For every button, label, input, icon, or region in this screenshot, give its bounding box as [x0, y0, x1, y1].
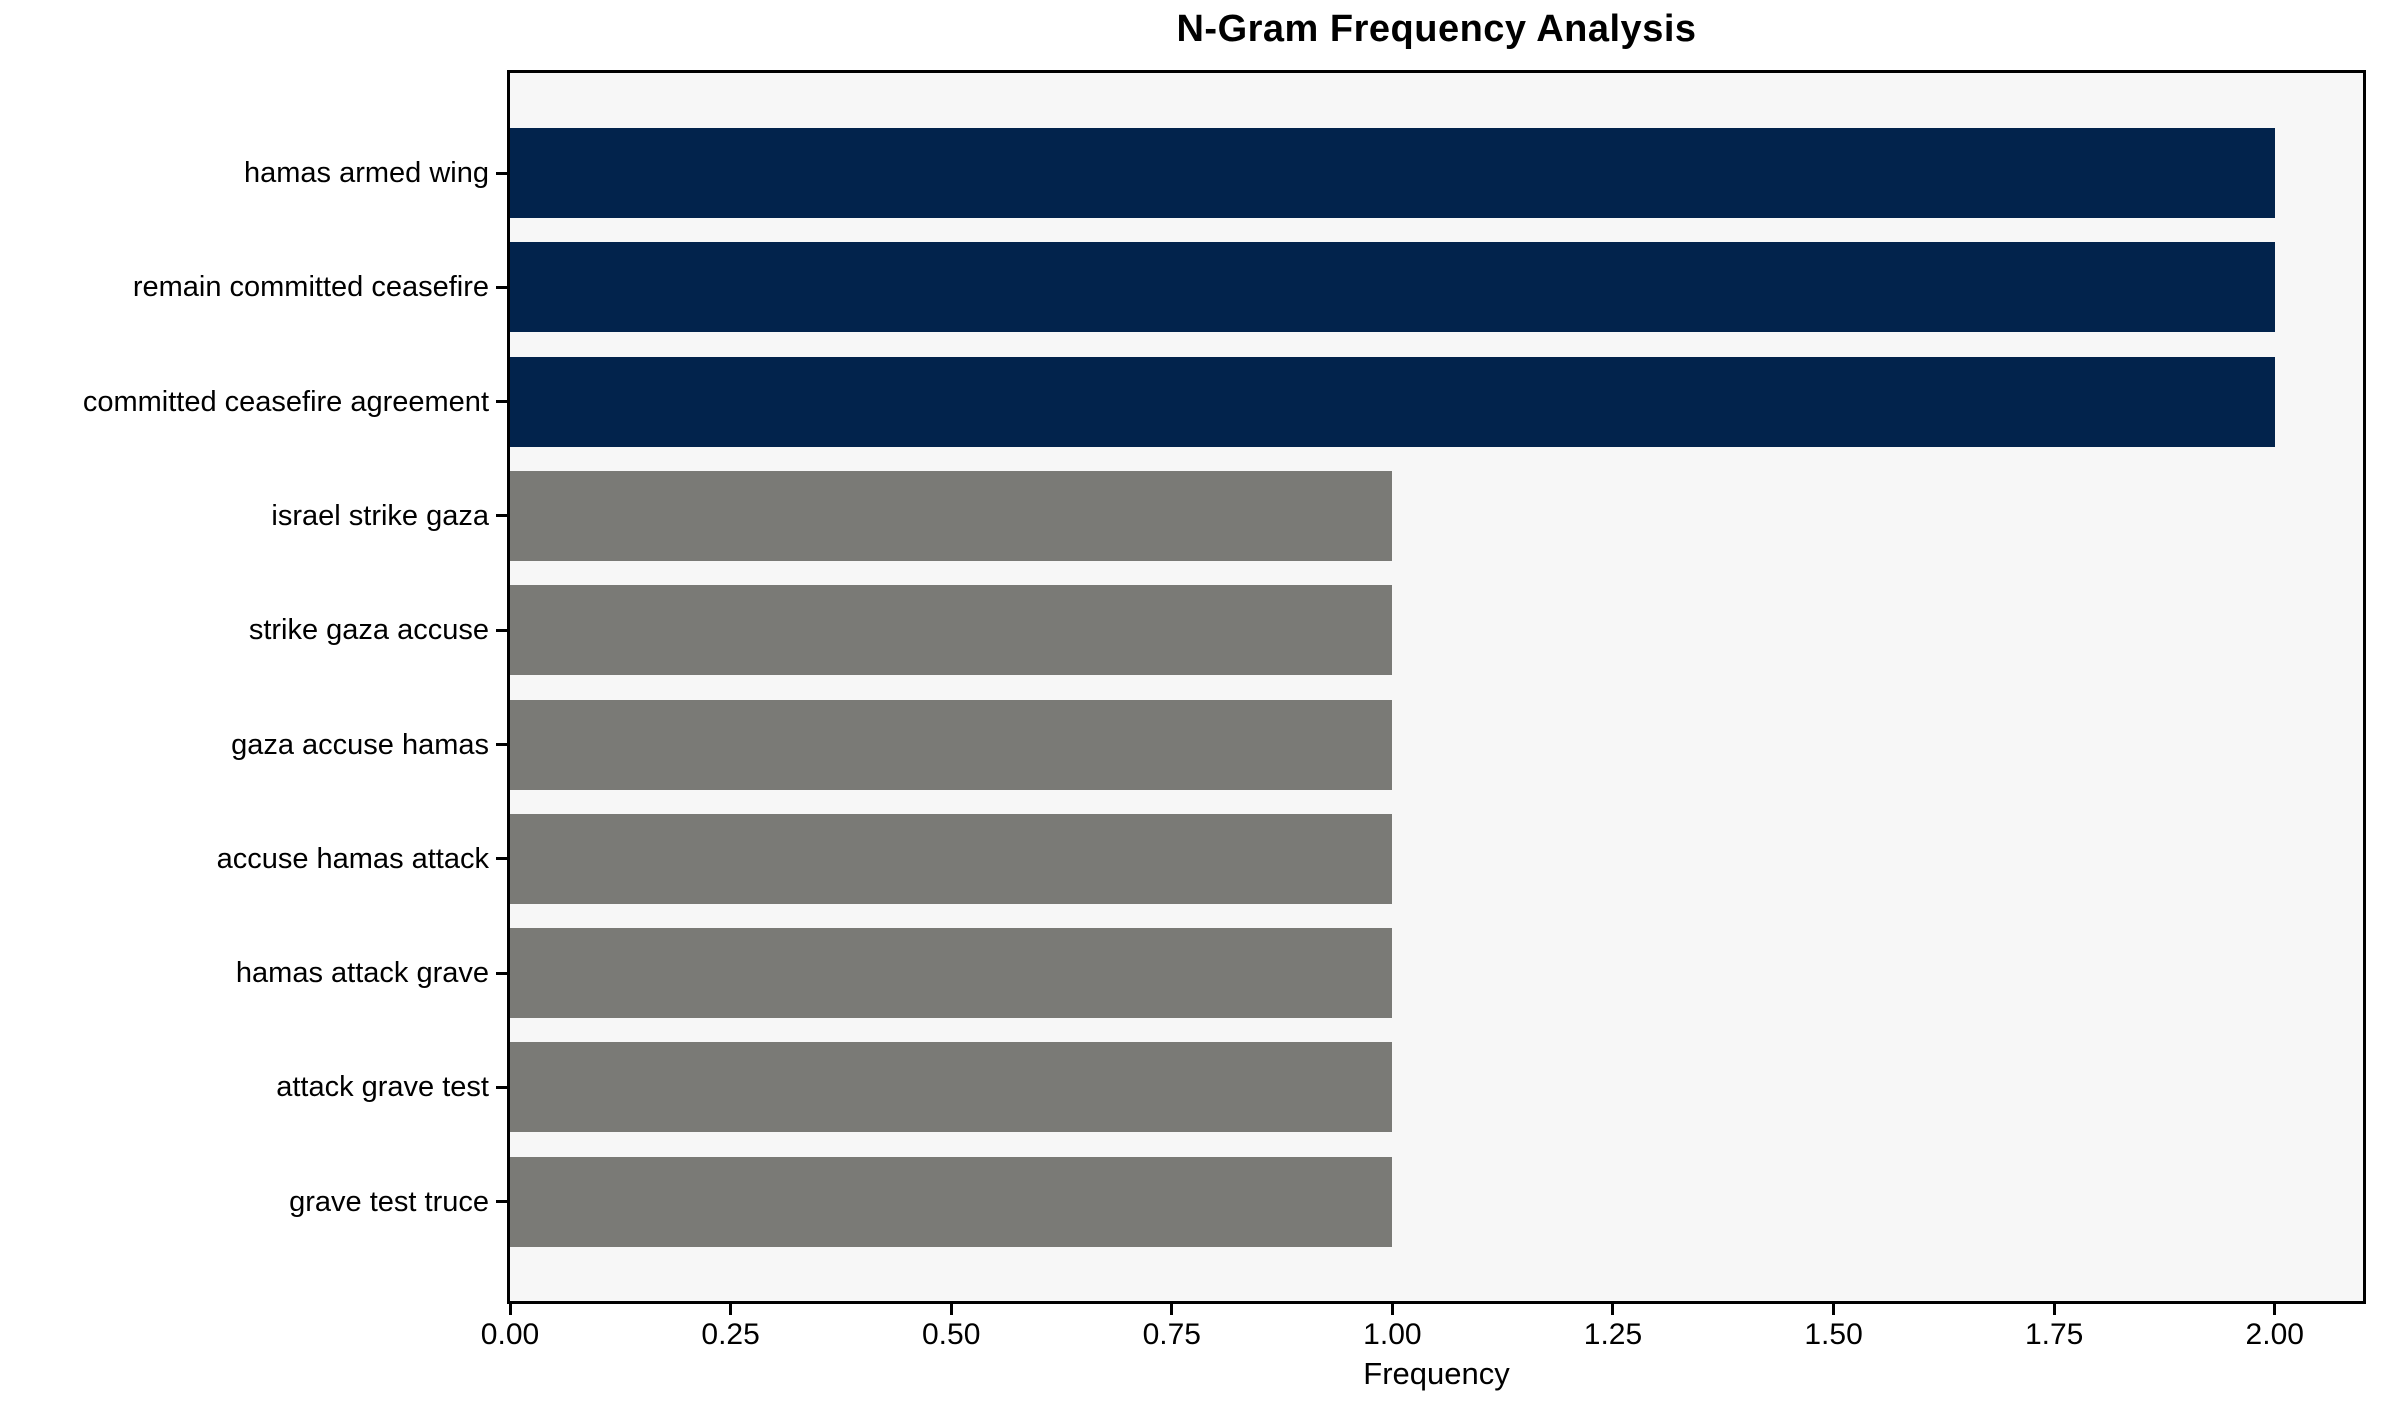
x-tick-label: 0.00 [480, 1318, 540, 1351]
y-tick-label: israel strike gaza [271, 499, 489, 532]
bar [510, 1156, 1393, 1247]
y-tick-label: gaza accuse hamas [231, 728, 489, 761]
x-tick-mark [2273, 1304, 2277, 1315]
y-tick-label: grave test truce [289, 1185, 489, 1218]
chart-title: N-Gram Frequency Analysis [1176, 8, 1697, 50]
y-tick-label: accuse hamas attack [216, 842, 489, 875]
y-tick-mark [496, 971, 507, 975]
bar [510, 356, 2275, 447]
x-tick-mark [1832, 1304, 1836, 1315]
x-tick-label: 1.00 [1363, 1318, 1422, 1351]
x-tick-label: 1.25 [1583, 1318, 1643, 1351]
x-tick-mark [508, 1304, 512, 1315]
y-tick-label: hamas armed wing [244, 157, 489, 189]
y-tick-mark [496, 1200, 507, 1204]
y-tick-mark [496, 171, 507, 175]
x-tick-label: 1.50 [1804, 1318, 1863, 1351]
bar [510, 470, 1393, 561]
bar [510, 699, 1393, 790]
y-tick-mark [496, 628, 507, 632]
x-tick-label: 0.75 [1142, 1318, 1201, 1351]
x-tick-mark [949, 1304, 953, 1315]
bar [510, 585, 1393, 676]
x-tick-label: 1.75 [2024, 1318, 2084, 1351]
x-axis-label: Frequency [1363, 1356, 1510, 1391]
y-tick-label: committed ceasefire agreement [82, 385, 489, 418]
y-tick-mark [496, 400, 507, 404]
y-tick-label: attack grave test [276, 1071, 489, 1104]
bar [510, 242, 2275, 333]
y-tick-label: remain committed ceasefire [132, 271, 489, 304]
y-tick-label: strike gaza accuse [248, 614, 489, 647]
x-tick-label: 2.00 [2245, 1318, 2304, 1351]
y-tick-mark [496, 1085, 507, 1089]
bar [510, 1042, 1393, 1133]
bar [510, 928, 1393, 1019]
y-tick-mark [496, 285, 507, 289]
bar [510, 128, 2275, 218]
bar [510, 813, 1393, 904]
x-tick-mark [1611, 1304, 1615, 1315]
x-tick-mark [1170, 1304, 1174, 1315]
plot-area [507, 70, 2366, 1304]
x-tick-label: 0.50 [921, 1318, 981, 1351]
y-tick-mark [496, 857, 507, 861]
x-tick-mark [729, 1304, 733, 1315]
x-tick-mark [2052, 1304, 2056, 1315]
x-tick-mark [1390, 1304, 1394, 1315]
y-tick-mark [496, 514, 507, 518]
y-tick-mark [496, 743, 507, 746]
x-tick-label: 0.25 [701, 1318, 760, 1351]
y-tick-label: hamas attack grave [235, 957, 489, 990]
